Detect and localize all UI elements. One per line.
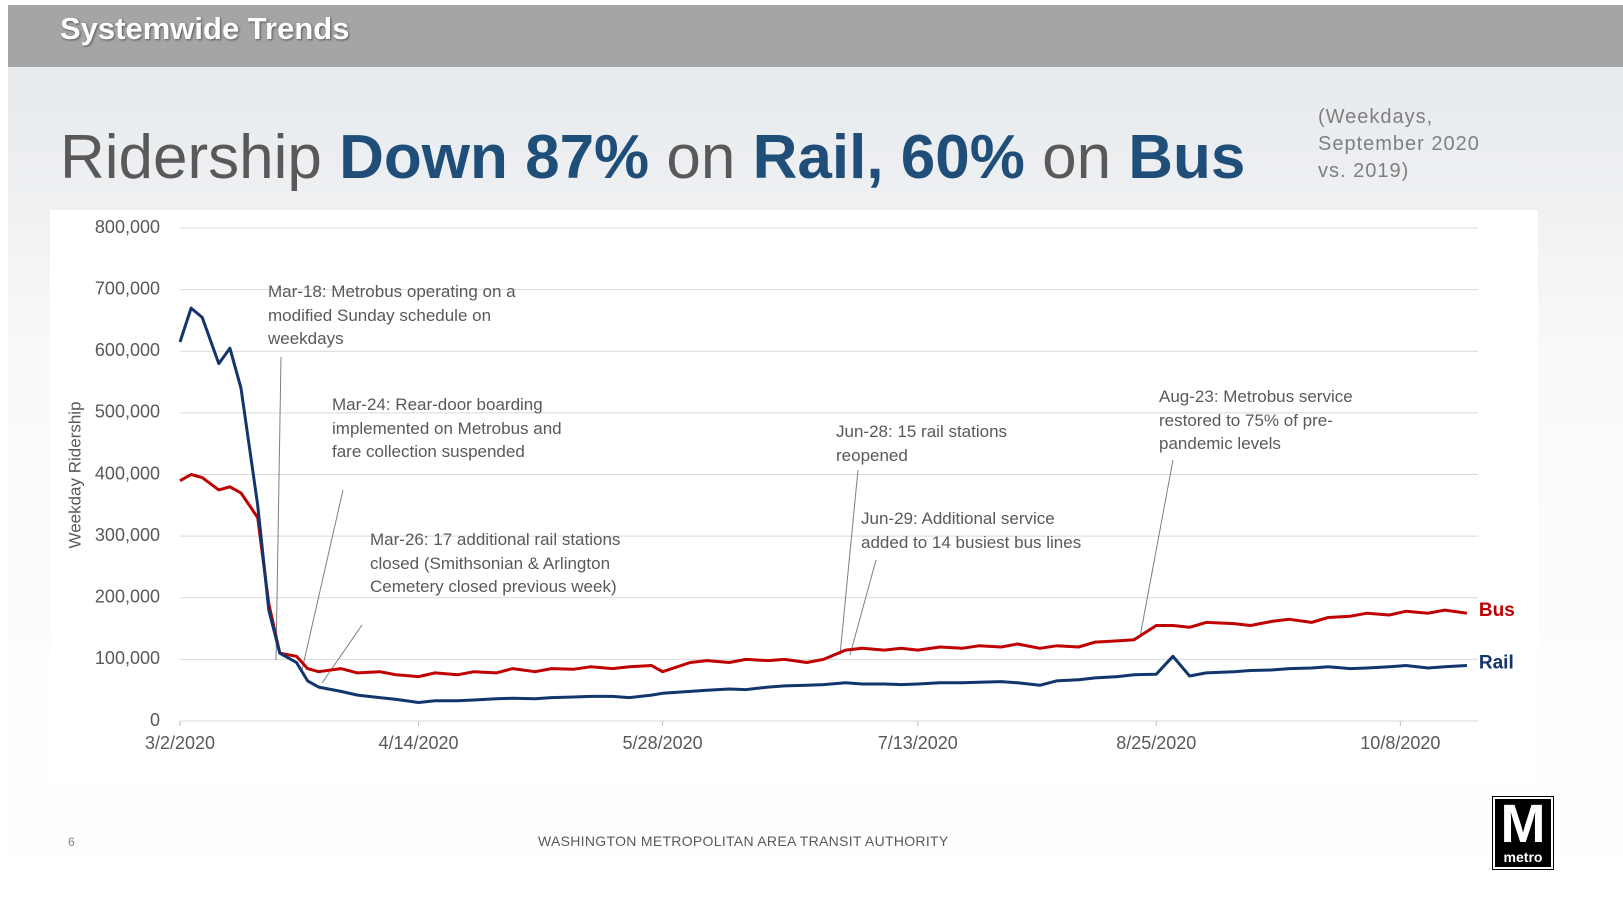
- headline-part: Down 87%: [339, 123, 650, 192]
- annotation: Aug-23: Metrobus service restored to 75%…: [1159, 387, 1353, 453]
- annotation-leader: [849, 559, 877, 656]
- y-tick-label: 400,000: [95, 463, 160, 483]
- headline-part: on: [649, 123, 753, 192]
- x-tick-label: 7/13/2020: [878, 733, 958, 753]
- header-bar: Systemwide Trends: [8, 5, 1623, 67]
- annotation: Jun-28: 15 rail stations reopened: [836, 422, 1008, 465]
- x-tick-label: 10/8/2020: [1360, 733, 1440, 753]
- y-tick-label: 200,000: [95, 587, 160, 607]
- annotation-leader: [839, 469, 859, 656]
- headline-part: Ridership: [60, 123, 340, 192]
- annotation-leader: [301, 489, 344, 671]
- annotation-leader: [1139, 459, 1174, 638]
- headline: Ridership Down 87% on Rail, 60% on Bus: [60, 122, 1245, 193]
- y-tick-label: 100,000: [95, 648, 160, 668]
- page-number: 6: [68, 835, 75, 849]
- logo-word: metro: [1503, 849, 1543, 865]
- x-tick-label: 8/25/2020: [1116, 733, 1196, 753]
- headline-part: Bus: [1128, 123, 1246, 192]
- chart-panel: [50, 210, 1538, 785]
- series-label: Bus: [1479, 600, 1515, 621]
- y-tick-label: 800,000: [95, 217, 160, 237]
- y-axis-label: Weekday Ridership: [65, 401, 84, 548]
- y-tick-label: 500,000: [95, 402, 160, 422]
- annotation-leader: [275, 356, 282, 661]
- annotation-leader: [321, 624, 363, 684]
- annotation: Jun-29: Additional service added to 14 b…: [861, 509, 1082, 552]
- y-tick-label: 700,000: [95, 278, 160, 298]
- headline-part: on: [1024, 123, 1129, 192]
- x-tick-label: 5/28/2020: [623, 733, 703, 753]
- series-label: Rail: [1479, 653, 1514, 674]
- annotation: Mar-26: 17 additional rail stations clos…: [370, 530, 621, 596]
- y-tick-label: 0: [150, 710, 160, 730]
- y-tick-label: 600,000: [95, 340, 160, 360]
- x-tick-label: 3/2/2020: [145, 733, 215, 753]
- series-line: [178, 306, 1467, 704]
- x-tick-label: 4/14/2020: [378, 733, 458, 753]
- logo-letter: M: [1500, 794, 1546, 854]
- footer-organization: WASHINGTON METROPOLITAN AREA TRANSIT AUT…: [538, 833, 949, 849]
- annotation: Mar-18: Metrobus operating on a modified…: [268, 282, 516, 348]
- annotation: Mar-24: Rear-door boarding implemented o…: [332, 395, 562, 461]
- header-title: Systemwide Trends: [60, 11, 350, 46]
- series-line: [179, 473, 1468, 679]
- y-tick-label: 300,000: [95, 525, 160, 545]
- headline-note: (Weekdays, September 2020 vs. 2019): [1318, 106, 1480, 182]
- headline-part: Rail, 60%: [752, 123, 1025, 192]
